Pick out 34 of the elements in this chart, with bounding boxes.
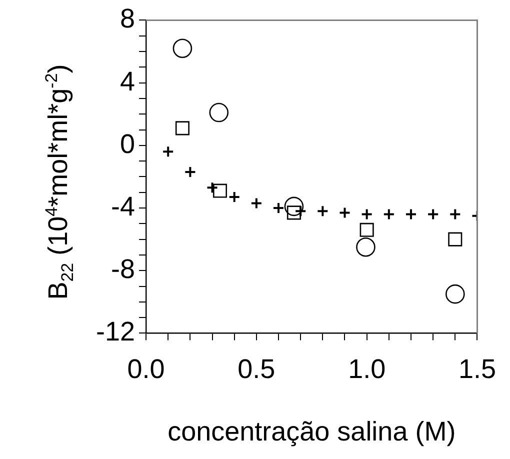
point	[360, 208, 373, 220]
point	[316, 205, 329, 218]
point	[284, 196, 304, 216]
point	[184, 166, 196, 178]
x-axis-title: concentração salina (M)	[168, 416, 456, 446]
point	[448, 232, 462, 246]
y-tick-label: 4	[120, 66, 136, 96]
x-tick-label: 0.5	[238, 354, 276, 384]
point	[212, 184, 228, 198]
x-tick-label: 0.0	[127, 354, 165, 384]
point	[272, 202, 285, 214]
point	[162, 146, 174, 158]
point	[294, 205, 307, 218]
point	[427, 208, 440, 220]
point	[209, 102, 229, 122]
point	[172, 38, 192, 58]
point	[250, 197, 262, 210]
point	[206, 182, 218, 194]
y-tick-label: 0	[120, 128, 136, 159]
point	[404, 208, 417, 220]
y-tick-label: -12	[96, 316, 136, 347]
point	[382, 208, 395, 220]
y-tick-label: -8	[111, 254, 136, 284]
x-tick-label: 1.5	[458, 354, 496, 384]
point	[446, 284, 465, 304]
point	[338, 206, 351, 219]
y-tick-label: -4	[111, 191, 136, 222]
x-tick-label: 1.0	[348, 354, 386, 384]
point	[175, 121, 190, 136]
point	[360, 222, 374, 237]
y-tick-label: 8	[120, 4, 136, 34]
point	[228, 191, 240, 204]
point	[449, 208, 462, 220]
point	[356, 237, 376, 257]
